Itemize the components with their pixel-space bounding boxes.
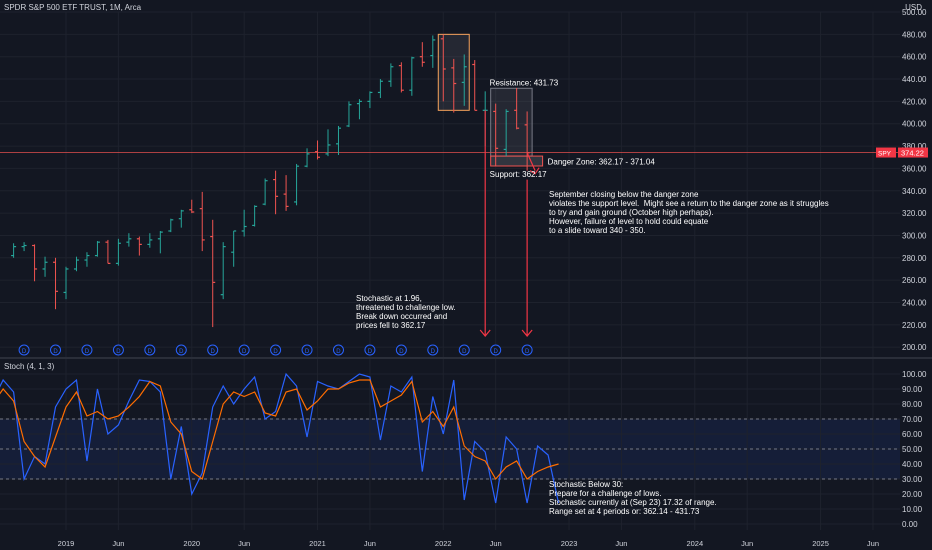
price-tick-label: 440.00 — [902, 75, 927, 84]
currency-label: USD — [905, 3, 922, 12]
down-arrow-head — [479, 329, 491, 337]
dividend-marker — [458, 344, 470, 356]
stoch-tick-label: 60.00 — [902, 430, 923, 439]
price-tick-label: 460.00 — [902, 53, 927, 62]
stoch-line-k — [0, 372, 560, 504]
dividend-marker-label: D — [494, 349, 499, 355]
stoch-tick-label: 80.00 — [902, 400, 923, 409]
price-tick-label: 420.00 — [902, 97, 927, 106]
dividend-marker — [270, 344, 282, 356]
x-tick-label: 2021 — [309, 539, 326, 548]
dividend-marker-label: D — [53, 349, 58, 355]
stoch-tick-label: 30.00 — [902, 475, 923, 484]
dividend-marker — [301, 344, 313, 356]
stoch-indicator-label[interactable]: Stoch (4, 1, 3) — [4, 362, 55, 371]
price-tick-label: 280.00 — [902, 254, 927, 263]
dividend-marker-label: D — [148, 349, 153, 355]
price-tick-label: 480.00 — [902, 30, 927, 39]
dividend-marker-label: D — [22, 349, 27, 355]
x-tick-label: Jun — [112, 539, 124, 548]
note-stochastic-at-1-96: Stochastic at 1.96, threatened to challe… — [356, 294, 456, 330]
stoch-tick-label: 90.00 — [902, 385, 923, 394]
last-price-text: 374.22 — [901, 149, 924, 158]
note-september-closing: September closing below the danger zone … — [549, 190, 829, 235]
price-tick-label: 240.00 — [902, 298, 927, 307]
stoch-tick-label: 20.00 — [902, 490, 923, 499]
annotation-box — [490, 87, 533, 157]
dividend-marker-label: D — [305, 349, 310, 355]
annotation-label: Resistance: 431.73 — [490, 78, 559, 87]
price-tick-label: 300.00 — [902, 231, 927, 240]
stoch-tick-label: 40.00 — [902, 460, 923, 469]
stoch-tick-label: 0.00 — [902, 520, 918, 529]
dividend-marker — [364, 344, 376, 356]
dividend-marker-label: D — [336, 349, 341, 355]
x-tick-label: 2024 — [686, 539, 703, 548]
down-arrow-head — [521, 329, 533, 337]
x-tick-label: Jun — [615, 539, 627, 548]
dividend-marker — [81, 344, 93, 356]
price-tick-label: 360.00 — [902, 164, 927, 173]
x-tick-label: 2019 — [58, 539, 75, 548]
note-stochastic-below-30: Stochastic Below 30: Prepare for a chall… — [549, 480, 717, 516]
dividend-marker — [112, 344, 124, 356]
x-tick-label: Jun — [741, 539, 753, 548]
price-tick-label: 340.00 — [902, 187, 927, 196]
price-tick-label: 320.00 — [902, 209, 927, 218]
stoch-tick-label: 10.00 — [902, 505, 923, 514]
stoch-line-d — [0, 379, 559, 481]
dividend-marker-label: D — [368, 349, 373, 355]
x-tick-label: 2023 — [561, 539, 578, 548]
price-tick-label: 220.00 — [902, 321, 927, 330]
dividend-marker — [50, 344, 62, 356]
x-tick-label: 2022 — [435, 539, 452, 548]
price-tick-label: 380.00 — [902, 142, 927, 151]
x-tick-label: Jun — [238, 539, 250, 548]
dividend-marker-label: D — [179, 349, 184, 355]
dividend-marker-label: D — [431, 349, 436, 355]
annotation-label: Support: 362.17 — [490, 170, 547, 179]
dividend-marker-label: D — [116, 349, 121, 355]
last-price-tag — [898, 147, 928, 158]
symbol-tag-text: SPY — [878, 151, 892, 158]
x-tick-label: Jun — [490, 539, 502, 548]
symbol-title: SPDR S&P 500 ETF TRUST, 1M, Arca — [4, 3, 142, 12]
stoch-tick-label: 50.00 — [902, 445, 923, 454]
x-tick-label: Jun — [364, 539, 376, 548]
price-tick-label: 260.00 — [902, 276, 927, 285]
x-tick-label: 2025 — [812, 539, 829, 548]
dividend-marker — [238, 344, 250, 356]
x-tick-label: Jun — [867, 539, 879, 548]
stoch-tick-label: 100.00 — [902, 370, 927, 379]
dividend-marker-label: D — [273, 349, 278, 355]
dividend-marker-label: D — [85, 349, 90, 355]
dividend-marker — [18, 344, 30, 356]
dividend-marker — [175, 344, 187, 356]
annotation-box — [490, 155, 544, 167]
stoch-tick-label: 70.00 — [902, 415, 923, 424]
dividend-marker — [332, 344, 344, 356]
dividend-marker-label: D — [242, 349, 247, 355]
short-arrow-head — [529, 167, 540, 175]
symbol-tag — [876, 147, 896, 158]
dividend-marker-label: D — [211, 349, 216, 355]
dividend-marker-label: D — [399, 349, 404, 355]
dividend-marker — [144, 344, 156, 356]
dividend-marker — [207, 344, 219, 356]
price-tick-label: 500.00 — [902, 8, 927, 17]
price-tick-label: 400.00 — [902, 120, 927, 129]
price-tick-label: 200.00 — [902, 343, 927, 352]
dividend-marker — [395, 344, 407, 356]
dividend-marker — [427, 344, 439, 356]
x-tick-label: 2020 — [183, 539, 200, 548]
annotation-label: Danger Zone: 362.17 - 371.04 — [548, 158, 656, 167]
dividend-marker-label: D — [525, 349, 530, 355]
dividend-marker-label: D — [462, 349, 467, 355]
short-arrow — [526, 152, 536, 171]
dividend-marker — [521, 344, 533, 356]
dividend-marker — [490, 344, 502, 356]
